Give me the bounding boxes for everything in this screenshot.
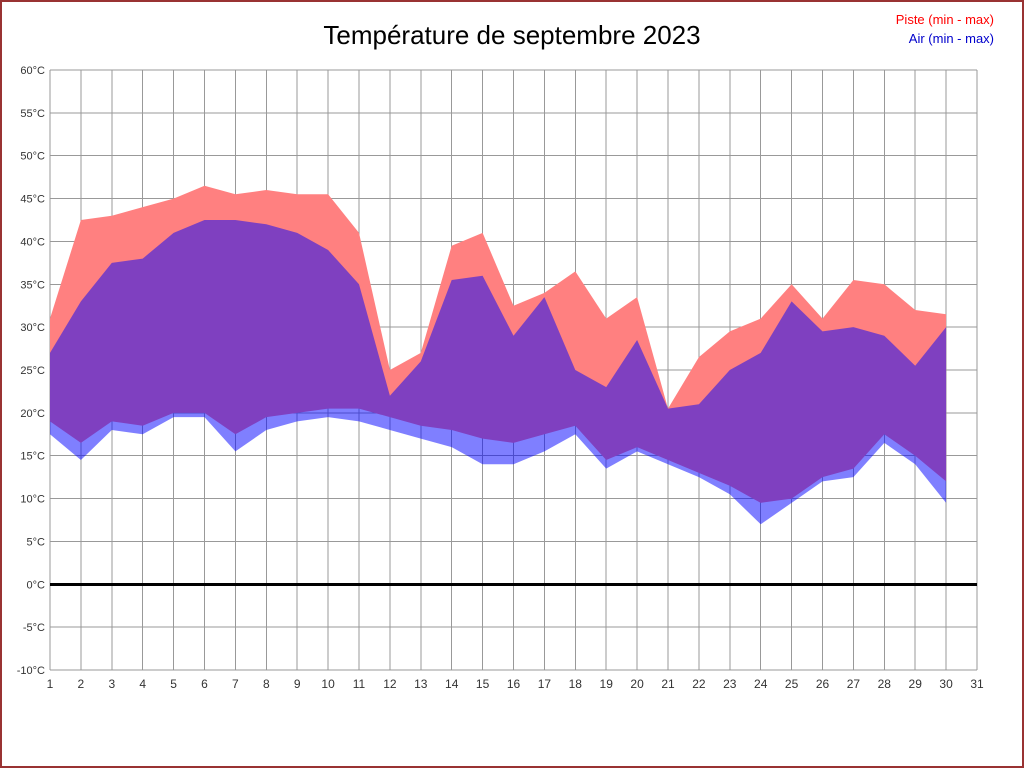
x-tick-label: 20: [630, 677, 644, 691]
x-tick-label: 10: [321, 677, 335, 691]
x-tick-label: 8: [263, 677, 270, 691]
y-tick-label: 25°C: [20, 365, 45, 377]
y-tick-label: 10°C: [20, 494, 45, 506]
y-tick-label: 45°C: [20, 194, 45, 206]
y-tick-label: -10°C: [17, 665, 45, 677]
x-tick-label: 27: [847, 677, 861, 691]
legend-item-piste: Piste (min - max): [895, 12, 994, 27]
x-tick-label: 5: [170, 677, 177, 691]
x-tick-label: 28: [878, 677, 892, 691]
x-tick-label: 6: [201, 677, 208, 691]
x-tick-label: 23: [723, 677, 737, 691]
x-tick-label: 19: [600, 677, 614, 691]
x-tick-label: 13: [414, 677, 428, 691]
air-band: [50, 220, 947, 525]
y-tick-label: 0°C: [27, 579, 46, 591]
x-tick-label: 24: [754, 677, 768, 691]
x-tick-label: 26: [816, 677, 830, 691]
y-tick-label: 55°C: [20, 108, 45, 120]
x-tick-label: 11: [353, 677, 366, 691]
x-tick-label: 15: [476, 677, 490, 691]
legend: Piste (min - max) Air (min - max): [896, 10, 994, 48]
y-tick-label: 50°C: [20, 151, 45, 163]
x-tick-label: 21: [661, 677, 675, 691]
x-tick-label: 7: [232, 677, 239, 691]
x-tick-label: 22: [692, 677, 706, 691]
legend-item-air: Air (min - max): [908, 31, 994, 46]
x-tick-label: 1: [47, 677, 54, 691]
x-tick-label: 29: [909, 677, 923, 691]
x-tick-label: 16: [507, 677, 521, 691]
x-tick-label: 2: [78, 677, 85, 691]
x-tick-label: 17: [538, 677, 552, 691]
y-tick-label: 15°C: [20, 451, 45, 463]
chart-title: Température de septembre 2023: [323, 20, 701, 50]
x-tick-label: 12: [383, 677, 397, 691]
x-tick-label: 18: [569, 677, 583, 691]
y-tick-label: 60°C: [20, 65, 45, 77]
y-tick-label: -5°C: [23, 622, 45, 634]
x-tick-label: 3: [108, 677, 115, 691]
x-tick-label: 30: [939, 677, 953, 691]
x-tick-label: 9: [294, 677, 301, 691]
x-tick-label: 14: [445, 677, 459, 691]
x-tick-label: 31: [970, 677, 984, 691]
y-tick-label: 30°C: [20, 322, 45, 334]
y-tick-label: 5°C: [27, 536, 46, 548]
x-tick-label: 4: [139, 677, 146, 691]
y-tick-label: 20°C: [20, 408, 45, 420]
y-tick-label: 35°C: [20, 279, 45, 291]
x-tick-label: 25: [785, 677, 799, 691]
y-tick-label: 40°C: [20, 236, 45, 248]
